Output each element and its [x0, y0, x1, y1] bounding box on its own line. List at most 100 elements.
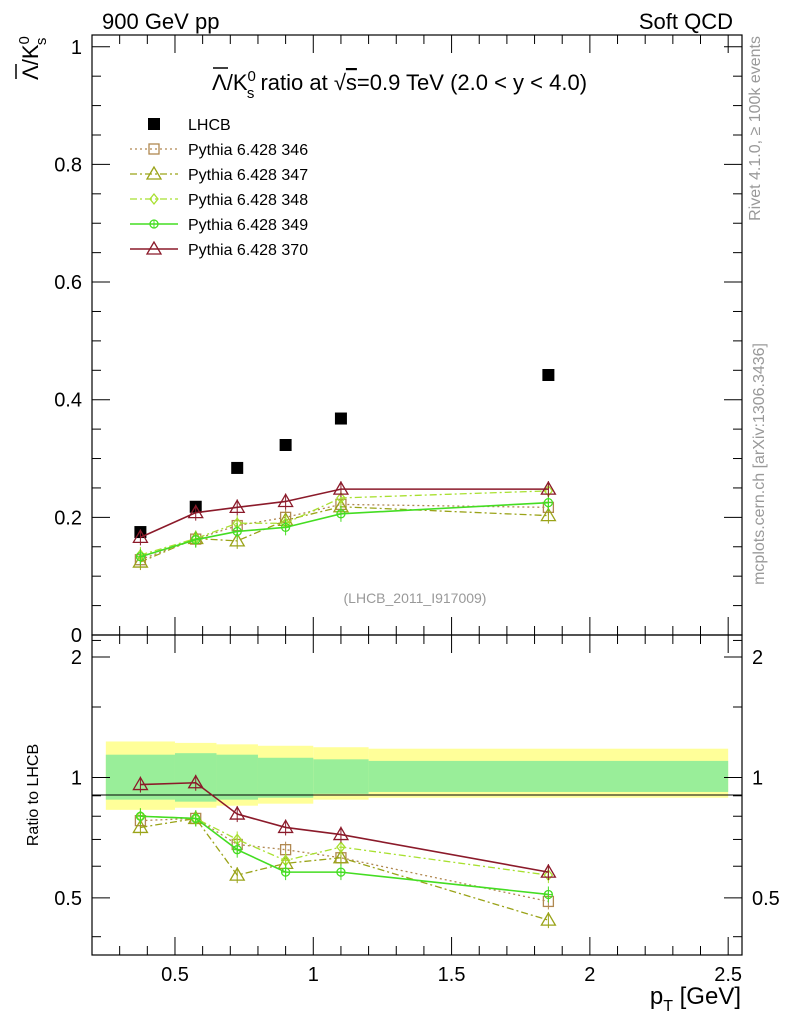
- main-series-0-point-5: [542, 369, 555, 381]
- main-ytick-label-0: 0: [71, 625, 82, 647]
- main-series-3-line: [140, 490, 549, 556]
- main-series-4-point-1: [191, 535, 201, 545]
- ratio-series-3-point-0: [135, 811, 146, 821]
- main-ylabel: Λ/K0s: [15, 36, 50, 80]
- xlabel-sub: T: [663, 998, 673, 1015]
- main-ytick-label-1: 0.2: [54, 507, 82, 529]
- main-ytick-label-5: 1: [71, 37, 82, 59]
- ratio-ticks: 0.5 1 1.5 2 2.5 0.5 0.5 1 1 2 2: [54, 635, 780, 986]
- mcplots-label: mcplots.cern.ch [arXiv:1306.3436]: [751, 343, 768, 585]
- legend-label-2: Pythia 6.428 347: [188, 167, 308, 184]
- main-series-3: [135, 482, 554, 563]
- main-series-5: [132, 480, 557, 546]
- ratio-series-4-point-2: [229, 805, 246, 820]
- ratio-series-2-point-5: [543, 869, 554, 882]
- ratio-series-4-point-5: [540, 863, 557, 878]
- ratio-series-1-point-0: [132, 819, 149, 834]
- ratio-series-4-point-4: [332, 826, 350, 841]
- ratio-series-3: [135, 808, 554, 903]
- ylabel-sub: s: [33, 38, 50, 46]
- ratio-series-4: [132, 774, 557, 881]
- main-series-5-line: [140, 488, 549, 539]
- main-series-5-point-3: [277, 493, 294, 508]
- ratio-bands: [105, 741, 729, 810]
- ratio-series-0-line: [140, 817, 549, 903]
- legend-marker-3: [149, 192, 159, 206]
- main-series: [132, 369, 557, 571]
- ratio-xtick-label-1: 1: [308, 964, 319, 986]
- main-series-2-point-0: [132, 553, 149, 568]
- ylabel-lead: /K: [18, 44, 43, 65]
- title-mid: ratio at: [254, 70, 333, 95]
- stat-band-3: [257, 757, 314, 798]
- main-series-4-point-0: [135, 552, 146, 562]
- main-ytick-label-2: 0.4: [54, 390, 82, 412]
- main-series-4: [135, 494, 554, 565]
- legend-label-4: Pythia 6.428 349: [188, 217, 308, 234]
- header-left-title: 900 GeV pp: [102, 9, 219, 34]
- main-series-5-point-4: [332, 480, 350, 495]
- legend-marker-1: [148, 143, 160, 155]
- ratio-series-1: [132, 810, 557, 929]
- main-series-4-point-5: [543, 497, 554, 508]
- main-series-5-point-2: [229, 499, 246, 514]
- plot-title: Λ/K0 s ratio at √s=0.9 TeV (2.0 < y < 4.0…: [212, 68, 587, 102]
- stat-band-2: [216, 754, 258, 800]
- xlabel: pT [GeV]: [650, 983, 741, 1015]
- ratio-series-3-point-1: [191, 813, 201, 824]
- main-series-0-point-4: [334, 412, 347, 425]
- legend-label-5: Pythia 6.428 370: [188, 242, 308, 259]
- ratio-series-1-point-2: [229, 866, 246, 881]
- main-series-4-point-2: [232, 526, 242, 537]
- ylabel-lambda: Λ: [18, 65, 43, 80]
- main-ytick-label-3: 0.6: [54, 272, 82, 294]
- title-s-var: s: [346, 70, 357, 95]
- ylabel-text: Λ/K0s: [16, 36, 50, 80]
- ratio-series-4-point-3: [277, 819, 294, 834]
- main-series-3-point-4: [336, 491, 346, 504]
- legend-marker-0: [148, 118, 160, 130]
- legend-label-0: LHCB: [188, 117, 231, 134]
- stat-band-4: [313, 759, 369, 794]
- main-series-4-point-4: [336, 509, 346, 519]
- main-series-5-point-0: [132, 529, 149, 544]
- main-series-2-point-5: [540, 507, 557, 522]
- ratio-ytick-label-right-2: 2: [752, 647, 763, 669]
- main-series-0-point-2: [231, 461, 244, 474]
- title-tail: =0.9 TeV (2.0 < y < 4.0): [357, 70, 587, 95]
- ratio-series-3-point-3: [280, 867, 291, 877]
- ratio-xtick-label-4: 2.5: [714, 964, 742, 986]
- legend-label-3: Pythia 6.428 348: [188, 192, 308, 209]
- title-sub: s: [247, 85, 255, 102]
- rivet-label: Rivet 4.1.0, ≥ 100k events: [747, 36, 764, 221]
- legend-marker-4: [149, 219, 159, 229]
- main-series-5-point-5: [540, 480, 557, 495]
- legend: LHCB Pythia 6.428 346 Pythia 6.428 347 Pyth…: [130, 117, 308, 259]
- ratio-ytick-label-right-1: 1: [752, 767, 763, 789]
- legend-label-1: Pythia 6.428 346: [188, 142, 308, 159]
- ratio-series-4-point-1: [187, 774, 204, 789]
- ratio-series-3-line: [140, 815, 549, 896]
- ratio-panel: 0.5 1 1.5 2 2.5 0.5 0.5 1 1 2 2 Ratio to LHCB pT […: [25, 634, 780, 1015]
- ratio-xtick-label-0: 0.5: [161, 964, 189, 986]
- ratio-series-2-point-4: [336, 841, 346, 854]
- xlabel-unit: [GeV]: [673, 983, 741, 1010]
- ratio-series-4-line: [140, 781, 549, 873]
- ratio-series-1-line: [140, 817, 549, 921]
- analysis-watermark: (LHCB_2011_I917009): [344, 590, 487, 606]
- ylabel-sup: 0: [16, 36, 33, 44]
- ratio-series-4-point-0: [132, 776, 149, 791]
- main-panel: 00.20.40.60.81 (LHCB_2011_I917009) Λ/K0 s…: [15, 34, 743, 647]
- stat-band-5: [368, 760, 729, 792]
- ratio-series-0: [134, 810, 555, 910]
- main-series-0-point-3: [279, 439, 292, 451]
- ratio-series-3-point-5: [543, 889, 554, 900]
- ratio-ytick-label-right-0: 0.5: [752, 888, 780, 910]
- ratio-series: [132, 774, 557, 929]
- legend-marker-2: [145, 165, 163, 180]
- ratio-ytick-label-2: 2: [71, 647, 82, 669]
- ratio-xtick-label-3: 2: [584, 964, 595, 986]
- legend-marker-5: [145, 240, 163, 255]
- main-ticks: 0 0.2 0.4 0.6 0.8 1: [54, 35, 742, 647]
